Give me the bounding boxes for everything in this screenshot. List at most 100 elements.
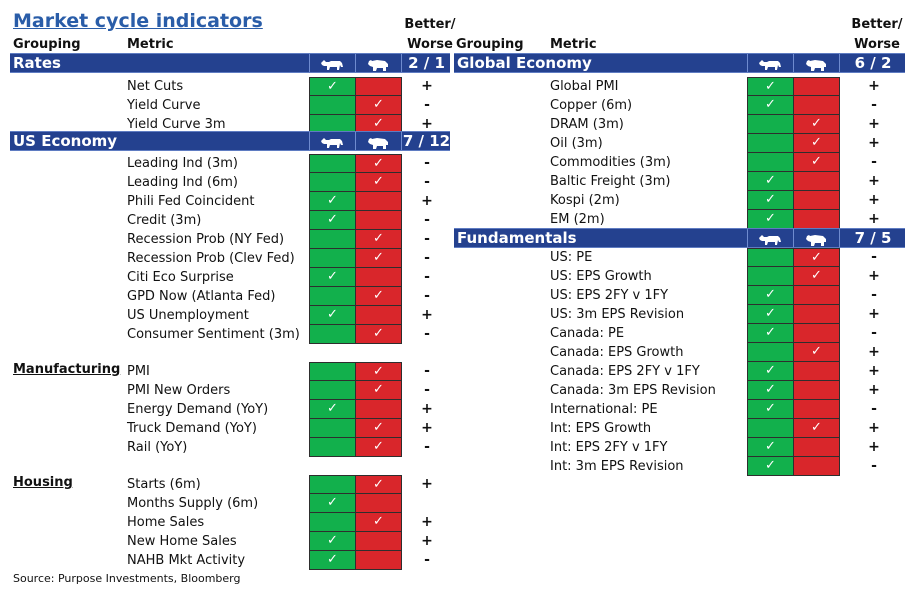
bear-cell: ✓ xyxy=(793,343,840,362)
better-worse-sign: + xyxy=(421,420,433,436)
bull-cell: ✓ xyxy=(309,532,356,551)
bull-cell: ✓ xyxy=(747,438,794,457)
left-section-header-0: Rates 2 / 1 xyxy=(10,53,450,73)
bull-cell xyxy=(747,134,794,153)
bear-cell xyxy=(355,268,402,287)
bear-cell: ✓ xyxy=(355,381,402,400)
right-metric-label: DRAM (3m) xyxy=(550,117,624,132)
better-worse-sign: + xyxy=(868,306,880,322)
check-icon: ✓ xyxy=(327,79,338,94)
bear-cell: ✓ xyxy=(793,153,840,172)
check-icon: ✓ xyxy=(327,307,338,322)
metric-column-header: Metric xyxy=(127,37,174,52)
better-worse-header-right: Better/Worse xyxy=(851,17,903,52)
bull-cell: ✓ xyxy=(747,305,794,324)
bear-cell: ✓ xyxy=(355,475,402,494)
better-worse-sign: + xyxy=(868,344,880,360)
check-icon: ✓ xyxy=(765,287,776,302)
check-icon: ✓ xyxy=(327,269,338,284)
check-icon: ✓ xyxy=(765,325,776,340)
left-metric-label: Credit (3m) xyxy=(127,213,202,228)
right-metric-label: US: 3m EPS Revision xyxy=(550,307,685,322)
section-score: 7 / 5 xyxy=(839,229,906,247)
left-metric-label: Months Supply (6m) xyxy=(127,496,259,511)
bull-cell xyxy=(309,173,356,192)
left-metric-label: Phili Fed Coincident xyxy=(127,194,255,209)
left-metric-label: Recession Prob (NY Fed) xyxy=(127,232,285,247)
bear-cell: ✓ xyxy=(355,230,402,249)
bull-cell: ✓ xyxy=(747,381,794,400)
right-metric-label: EM (2m) xyxy=(550,212,605,227)
better-worse-sign: - xyxy=(424,174,430,190)
left-metric-label: GPD Now (Atlanta Fed) xyxy=(127,289,276,304)
bear-cell xyxy=(793,457,840,476)
bull-cell xyxy=(747,419,794,438)
better-worse-sign: - xyxy=(871,97,877,113)
check-icon: ✓ xyxy=(373,364,384,379)
section-name: Fundamentals xyxy=(457,229,577,247)
bear-cell: ✓ xyxy=(355,173,402,192)
bull-cell xyxy=(309,438,356,457)
right-metric-label: Kospi (2m) xyxy=(550,193,620,208)
bear-cell: ✓ xyxy=(355,325,402,344)
bear-cell: ✓ xyxy=(355,419,402,438)
bull-icon xyxy=(758,232,782,246)
bear-icon xyxy=(366,135,390,149)
grouping-column-header: Grouping xyxy=(13,37,81,52)
bull-cell: ✓ xyxy=(747,210,794,229)
check-icon: ✓ xyxy=(765,97,776,112)
bear-cell: ✓ xyxy=(793,419,840,438)
better-worse-sign: + xyxy=(868,439,880,455)
bull-cell: ✓ xyxy=(747,362,794,381)
check-icon: ✓ xyxy=(765,382,776,397)
better-worse-sign: + xyxy=(868,116,880,132)
check-icon: ✓ xyxy=(373,288,384,303)
better-worse-sign: - xyxy=(871,401,877,417)
section-score: 6 / 2 xyxy=(839,54,906,72)
check-icon: ✓ xyxy=(373,231,384,246)
bull-cell xyxy=(309,513,356,532)
check-icon: ✓ xyxy=(765,439,776,454)
right-metric-label: Copper (6m) xyxy=(550,98,633,113)
check-icon: ✓ xyxy=(327,401,338,416)
left-metric-label: Yield Curve xyxy=(127,98,201,113)
bull-cell: ✓ xyxy=(309,192,356,211)
bear-cell: ✓ xyxy=(355,438,402,457)
better-worse-sign: - xyxy=(424,363,430,379)
bear-cell xyxy=(355,400,402,419)
check-icon: ✓ xyxy=(811,344,822,359)
bull-cell xyxy=(747,343,794,362)
right-metric-label: US: EPS 2FY v 1FY xyxy=(550,288,669,303)
better-worse-sign: + xyxy=(421,533,433,549)
better-worse-sign: + xyxy=(868,192,880,208)
better-worse-sign: + xyxy=(868,363,880,379)
better-worse-sign: - xyxy=(871,287,877,303)
better-worse-sign: - xyxy=(871,249,877,265)
page-title: Market cycle indicators xyxy=(13,10,263,32)
bull-cell xyxy=(747,267,794,286)
better-worse-sign: - xyxy=(424,212,430,228)
bull-cell xyxy=(747,248,794,267)
bear-cell xyxy=(793,438,840,457)
check-icon: ✓ xyxy=(811,268,822,283)
check-icon: ✓ xyxy=(811,420,822,435)
bear-cell xyxy=(355,192,402,211)
better-worse-sign: - xyxy=(424,382,430,398)
better-worse-sign xyxy=(417,494,437,513)
section-name: US Economy xyxy=(13,132,118,150)
bear-cell xyxy=(355,532,402,551)
bull-cell: ✓ xyxy=(309,268,356,287)
bull-cell: ✓ xyxy=(747,324,794,343)
bear-cell xyxy=(793,172,840,191)
left-metric-label: PMI New Orders xyxy=(127,383,231,398)
bear-cell: ✓ xyxy=(793,115,840,134)
bear-cell xyxy=(793,400,840,419)
bull-cell: ✓ xyxy=(747,286,794,305)
right-metric-label: Global PMI xyxy=(550,79,619,94)
bear-cell xyxy=(355,77,402,96)
check-icon: ✓ xyxy=(373,382,384,397)
left-metric-label: Leading Ind (3m) xyxy=(127,156,239,171)
bull-cell: ✓ xyxy=(747,96,794,115)
better-worse-sign: - xyxy=(424,326,430,342)
bear-icon xyxy=(366,57,390,71)
